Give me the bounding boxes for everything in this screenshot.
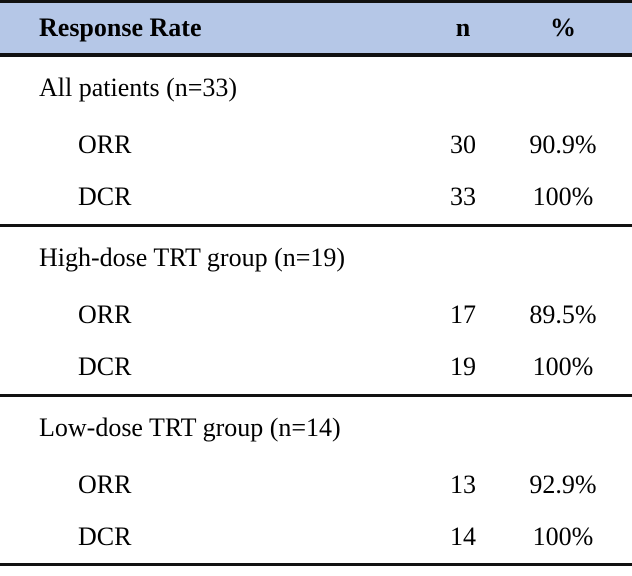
- row-pct-value: 100%: [532, 352, 594, 381]
- section-title: High-dose TRT group (n=19): [39, 243, 346, 272]
- row-label: ORR: [78, 300, 132, 329]
- row-n-value: 19: [450, 352, 476, 381]
- row-n-value: 14: [450, 522, 476, 551]
- section-high-dose: High-dose TRT group (n=19) ORR 17 89.5% …: [0, 227, 632, 394]
- section-low-dose: Low-dose TRT group (n=14) ORR 13 92.9% D…: [0, 397, 632, 564]
- row-n-value: 13: [450, 470, 476, 499]
- table-header-row: Response Rate n %: [0, 0, 632, 57]
- header-n: n: [455, 13, 471, 42]
- table-row: ORR 13 92.9%: [0, 459, 632, 511]
- table-row: DCR 14 100%: [0, 511, 632, 563]
- row-pct-value: 92.9%: [529, 470, 597, 499]
- table-bottom-rule: [0, 563, 632, 566]
- row-label: DCR: [78, 182, 132, 211]
- row-pct-value: 90.9%: [529, 130, 597, 159]
- row-n-value: 17: [450, 300, 476, 329]
- section-divider: [0, 224, 632, 227]
- row-pct-value: 100%: [532, 522, 594, 551]
- row-label: ORR: [78, 470, 132, 499]
- header-percent: %: [550, 13, 576, 42]
- row-n-value: 33: [450, 182, 476, 211]
- table-row: DCR 19 100%: [0, 341, 632, 393]
- row-n-value: 30: [450, 130, 476, 159]
- table-row: ORR 17 89.5%: [0, 289, 632, 341]
- row-pct-value: 100%: [532, 182, 594, 211]
- table-row: ORR 30 90.9%: [0, 119, 632, 171]
- section-title: All patients (n=33): [39, 73, 238, 102]
- section-all-patients: All patients (n=33) ORR 30 90.9% DCR 33 …: [0, 57, 632, 224]
- header-response-rate: Response Rate: [39, 13, 202, 42]
- row-label: ORR: [78, 130, 132, 159]
- section-divider: [0, 394, 632, 397]
- row-label: DCR: [78, 352, 132, 381]
- row-pct-value: 89.5%: [529, 300, 597, 329]
- row-label: DCR: [78, 522, 132, 551]
- section-title: Low-dose TRT group (n=14): [39, 413, 341, 442]
- table-row: DCR 33 100%: [0, 171, 632, 223]
